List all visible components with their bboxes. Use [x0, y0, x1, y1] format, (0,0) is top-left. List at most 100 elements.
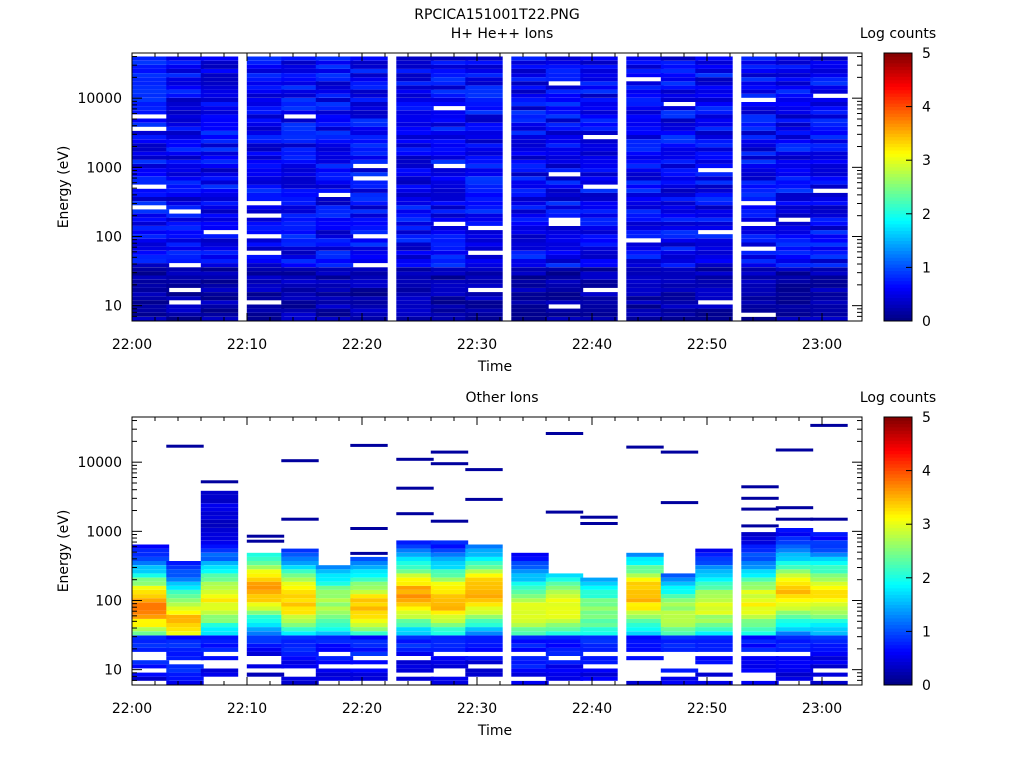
- heatmap-cell: [396, 118, 434, 123]
- heatmap-cell: [350, 159, 388, 164]
- heatmap-cell: [775, 544, 814, 549]
- heatmap-cell: [430, 308, 469, 313]
- heatmap-cell: [775, 672, 814, 677]
- heatmap-cell: [281, 159, 319, 164]
- heatmap-cell: [281, 304, 319, 309]
- heatmap-cell: [200, 304, 239, 309]
- heatmap-cell: [545, 197, 584, 202]
- heatmap-cell: [200, 279, 239, 284]
- heatmap-cell: [580, 234, 618, 239]
- heatmap-cell: [775, 581, 814, 586]
- heatmap-cell: [695, 312, 733, 317]
- heatmap-cell: [315, 635, 354, 640]
- heatmap-cell: [810, 279, 848, 284]
- heatmap-cell: [131, 556, 170, 561]
- heatmap-cell: [396, 565, 434, 570]
- heatmap-cell: [281, 68, 319, 73]
- heatmap-cell: [810, 598, 848, 603]
- heatmap-cell: [315, 242, 354, 247]
- heatmap-cell: [200, 155, 239, 160]
- heatmap-cell: [200, 97, 239, 102]
- colorbar-segment: [884, 160, 912, 164]
- heatmap-cell: [741, 668, 779, 673]
- heatmap-cell: [200, 209, 239, 214]
- heatmap-cell: [350, 602, 388, 607]
- heatmap-cell: [660, 89, 699, 94]
- heatmap-cell: [626, 308, 664, 313]
- heatmap-cell: [741, 230, 779, 235]
- heatmap-cell: [430, 544, 469, 549]
- heatmap-cell: [166, 77, 204, 82]
- heatmap-cell: [775, 664, 814, 669]
- heatmap-cell: [166, 126, 204, 131]
- colorbar-segment: [884, 577, 912, 582]
- heatmap-cell: [580, 209, 618, 214]
- heatmap-cell: [246, 93, 285, 98]
- heatmap-cell: [315, 226, 354, 231]
- colorbar-segment: [884, 73, 912, 77]
- heatmap-cell: [166, 122, 204, 127]
- heatmap-cell: [281, 590, 319, 595]
- heatmap-cell: [626, 192, 664, 197]
- heatmap-cell: [246, 192, 285, 197]
- heatmap-cell: [775, 656, 814, 661]
- heatmap-cell: [695, 201, 733, 206]
- heatmap-cell: [626, 581, 664, 586]
- colorbar-segment: [884, 574, 912, 579]
- heatmap-cell: [775, 548, 814, 553]
- sparse-count-mark: [430, 519, 469, 523]
- heatmap-cell: [281, 283, 319, 288]
- heatmap-cell: [580, 106, 618, 111]
- heatmap-cell: [396, 304, 434, 309]
- heatmap-cell: [810, 201, 848, 206]
- colorbar-segment: [884, 250, 912, 255]
- heatmap-cell: [511, 647, 549, 652]
- heatmap-cell: [660, 56, 699, 61]
- heatmap-cell: [281, 180, 319, 185]
- heatmap-cell: [350, 618, 388, 623]
- x-tick-label: 22:00: [112, 337, 152, 353]
- heatmap-cell: [695, 102, 733, 107]
- colorbar-tick-label: 0: [922, 314, 931, 330]
- heatmap-cell: [810, 221, 848, 226]
- heatmap-cell: [465, 647, 503, 652]
- heatmap-cell: [545, 300, 584, 305]
- heatmap-cell: [350, 300, 388, 305]
- heatmap-cell: [695, 614, 733, 619]
- heatmap-cell: [465, 122, 503, 127]
- heatmap-cell: [741, 89, 779, 94]
- heatmap-cell: [660, 68, 699, 73]
- heatmap-cell: [465, 130, 503, 135]
- heatmap-cell: [430, 627, 469, 632]
- heatmap-cell: [580, 68, 618, 73]
- heatmap-cell: [626, 143, 664, 148]
- heatmap-cell: [281, 85, 319, 90]
- heatmap-cell: [626, 316, 664, 321]
- heatmap-cell: [580, 89, 618, 94]
- heatmap-cell: [246, 552, 285, 557]
- heatmap-cell: [775, 312, 814, 317]
- heatmap-cell: [350, 296, 388, 301]
- heatmap-cell: [315, 118, 354, 123]
- heatmap-cell: [695, 577, 733, 582]
- colorbar-segment: [884, 447, 912, 451]
- heatmap-cell: [511, 565, 549, 570]
- sparse-count-mark: [396, 457, 434, 461]
- heatmap-cell: [660, 97, 699, 102]
- heatmap-cell: [396, 106, 434, 111]
- heatmap-cell: [131, 250, 170, 255]
- heatmap-cell: [200, 188, 239, 193]
- heatmap-cell: [315, 221, 354, 226]
- heatmap-cell: [810, 283, 848, 288]
- colorbar-segment: [884, 487, 912, 492]
- heatmap-cell: [246, 308, 285, 313]
- heatmap-cell: [775, 176, 814, 181]
- heatmap-cell: [741, 217, 779, 222]
- heatmap-cell: [200, 623, 239, 628]
- heatmap-cell: [741, 234, 779, 239]
- heatmap-cell: [200, 581, 239, 586]
- colorbar-segment: [884, 120, 912, 124]
- heatmap-cell: [430, 168, 469, 173]
- heatmap-cell: [741, 77, 779, 82]
- heatmap-cell: [741, 81, 779, 86]
